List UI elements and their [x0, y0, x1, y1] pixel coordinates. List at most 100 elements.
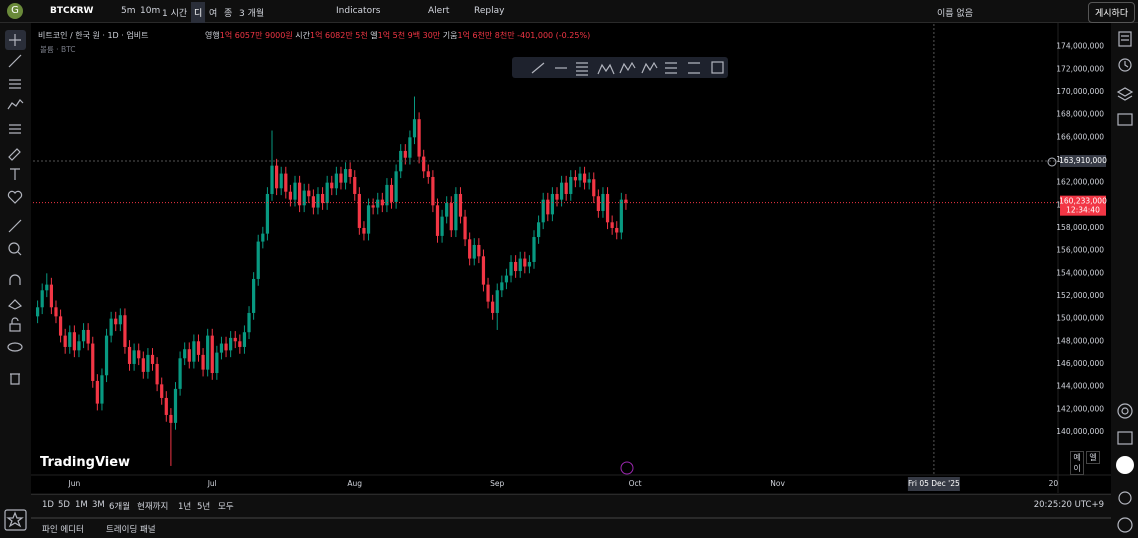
candle-body	[481, 256, 486, 285]
candle-body	[173, 388, 178, 423]
candle-body	[376, 199, 380, 208]
candle-body	[472, 244, 476, 259]
add-alert-icon[interactable]	[1047, 157, 1057, 167]
y-tick-label: 142,000,000	[1056, 404, 1104, 413]
candle-body	[247, 312, 251, 333]
candle-body	[229, 337, 233, 351]
candle-body	[491, 301, 495, 313]
candle-body	[279, 173, 283, 189]
countdown: 12:34:40	[1066, 206, 1100, 215]
replay-button[interactable]: Replay	[474, 6, 505, 16]
y-tick-label: 158,000,000	[1056, 223, 1104, 232]
y-tick-label: 174,000,000	[1056, 42, 1104, 51]
symbol[interactable]: BTCKRW	[50, 6, 94, 16]
candle-body	[68, 332, 72, 347]
indicators-button[interactable]: Indicators	[336, 6, 381, 16]
ohlc-label: 기움	[442, 31, 458, 40]
candle-body	[252, 278, 256, 313]
range[interactable]: 6개월	[109, 502, 131, 512]
range[interactable]: 5년	[197, 502, 211, 512]
candle-body	[118, 315, 122, 325]
candle-body	[536, 222, 541, 238]
candle-body	[81, 329, 86, 342]
side-button[interactable]: 예이	[1070, 451, 1084, 475]
candle-body	[238, 341, 242, 347]
candle-body	[468, 239, 472, 259]
candle-body	[399, 150, 403, 172]
candle-body	[353, 176, 357, 194]
candle-body	[445, 203, 449, 217]
candle-body	[288, 191, 293, 200]
candle-body	[592, 179, 596, 197]
candle-body	[403, 150, 407, 158]
last-price-box	[1060, 195, 1106, 216]
candle-body	[559, 182, 564, 200]
watermark: TradingView	[40, 455, 131, 470]
user-avatar[interactable]: G	[7, 3, 23, 19]
candle-body	[440, 216, 444, 236]
candle-body	[550, 193, 555, 215]
candle-body	[35, 307, 40, 317]
interval[interactable]: 10m	[140, 6, 161, 16]
x-tick-label: 20	[1049, 479, 1059, 488]
candle-body	[495, 290, 499, 313]
candle-body	[297, 182, 302, 206]
layout-name[interactable]: 이름 없음	[937, 9, 973, 19]
candle-body	[380, 199, 384, 206]
interval-active[interactable]: 디	[191, 2, 206, 23]
publish-button[interactable]: 게시하다	[1088, 2, 1136, 23]
range[interactable]: 1년	[178, 502, 192, 512]
candle-body	[104, 335, 109, 376]
drawing-toolbar	[512, 57, 728, 78]
footer-tab[interactable]: 파인 에디터	[42, 525, 84, 535]
candle-body	[412, 119, 417, 138]
candle-body	[284, 173, 288, 192]
interval[interactable]: 5m	[121, 6, 136, 16]
interval[interactable]: 여	[209, 9, 218, 19]
candle-body	[596, 196, 600, 211]
candle-body	[527, 261, 532, 267]
candle-body	[86, 329, 90, 344]
range[interactable]: 3M	[92, 500, 105, 510]
candle-body	[311, 196, 315, 208]
y-tick-label: 172,000,000	[1056, 64, 1104, 73]
left-toolbar-icons	[4, 30, 27, 531]
ohlc-label: 시간	[295, 31, 310, 40]
top-toolbar	[0, 0, 1138, 23]
alert-button[interactable]: Alert	[428, 6, 450, 16]
y-tick-label: 152,000,000	[1056, 291, 1104, 300]
x-tick-label: Nov	[770, 479, 785, 488]
side-button[interactable]: 엘	[1086, 451, 1100, 464]
last-price-label: 160,233,000	[1059, 197, 1107, 206]
candle-body	[49, 284, 53, 308]
candle-body	[624, 199, 628, 203]
candle-body	[578, 173, 582, 181]
x-tick-label: Sep	[490, 479, 504, 488]
footer-tab[interactable]: 트레이딩 패널	[106, 525, 156, 535]
candle-body	[275, 165, 279, 189]
candle-body	[330, 182, 334, 189]
interval[interactable]: 3 개월	[239, 9, 265, 19]
candle-body	[449, 203, 453, 231]
range[interactable]: 모두	[218, 502, 234, 512]
candle-body	[137, 350, 141, 359]
candle-body	[109, 318, 113, 336]
x-tick-label: Jul	[207, 479, 217, 488]
candle-body	[564, 182, 568, 194]
range-bar	[31, 494, 1111, 517]
range[interactable]: 1D	[42, 500, 54, 510]
candle-body	[196, 341, 201, 355]
candle-body	[63, 335, 67, 347]
range[interactable]: 5D	[58, 500, 70, 510]
range[interactable]: 1M	[75, 500, 88, 510]
candle-body	[72, 332, 76, 351]
range[interactable]: 현재까지	[137, 502, 169, 512]
candle-body	[518, 258, 522, 272]
interval[interactable]: 종	[224, 9, 233, 19]
legend-fields: 영행1억 6057만 9000원 시간1억 6082만 5천 엘1억 5천 9백…	[205, 30, 590, 41]
chart-bg	[31, 23, 1111, 493]
interval[interactable]: 1 시간	[162, 9, 188, 19]
y-tick-label: 140,000,000	[1056, 427, 1104, 436]
